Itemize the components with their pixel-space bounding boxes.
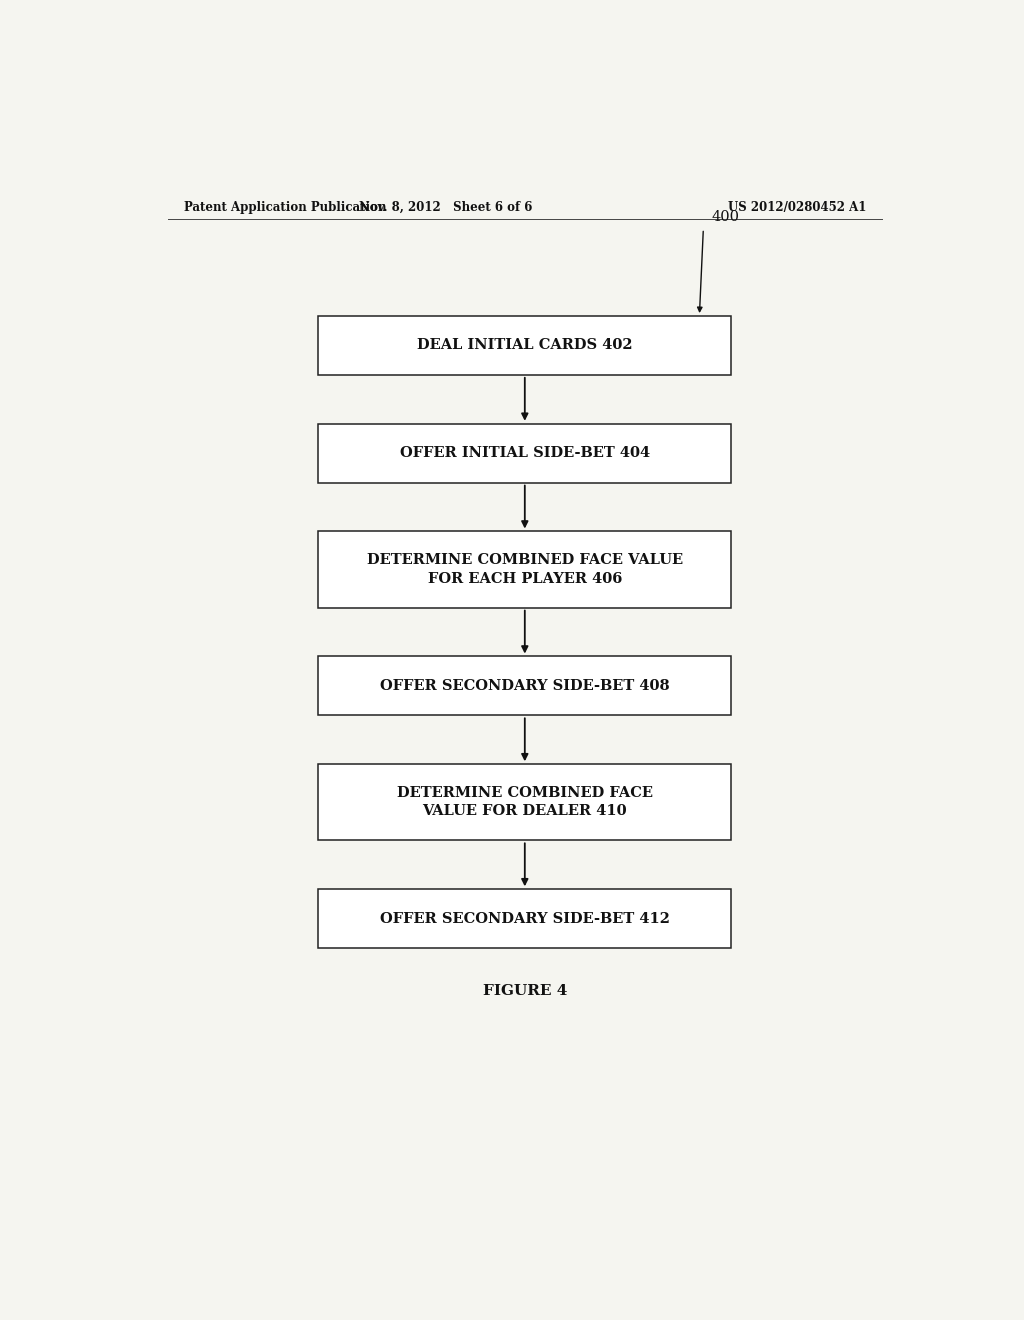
Bar	[318, 424, 731, 483]
Bar	[318, 656, 731, 715]
Text: Nov. 8, 2012   Sheet 6 of 6: Nov. 8, 2012 Sheet 6 of 6	[358, 201, 532, 214]
Text: OFFER INITIAL SIDE-BET 404: OFFER INITIAL SIDE-BET 404	[399, 446, 650, 461]
Text: OFFER SECONDARY SIDE-BET 408: OFFER SECONDARY SIDE-BET 408	[380, 678, 670, 693]
Text: OFFER SECONDARY SIDE-BET 412: OFFER SECONDARY SIDE-BET 412	[380, 912, 670, 925]
Text: FIGURE 4: FIGURE 4	[482, 983, 567, 998]
Text: DETERMINE COMBINED FACE VALUE
FOR EACH PLAYER 406: DETERMINE COMBINED FACE VALUE FOR EACH P…	[367, 553, 683, 586]
Bar	[318, 532, 731, 607]
Bar	[318, 890, 731, 948]
Text: 400: 400	[712, 210, 739, 224]
Text: DEAL INITIAL CARDS 402: DEAL INITIAL CARDS 402	[417, 338, 633, 352]
Text: US 2012/0280452 A1: US 2012/0280452 A1	[728, 201, 866, 214]
Bar	[318, 764, 731, 841]
Bar	[318, 315, 731, 375]
Text: DETERMINE COMBINED FACE
VALUE FOR DEALER 410: DETERMINE COMBINED FACE VALUE FOR DEALER…	[396, 787, 653, 818]
Text: Patent Application Publication: Patent Application Publication	[183, 201, 386, 214]
